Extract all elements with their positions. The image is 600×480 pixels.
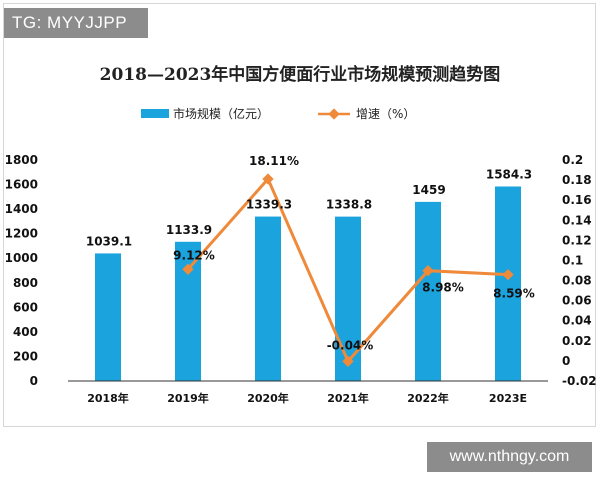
growth-value-label: 8.59%	[493, 287, 535, 301]
bar-value-label: 1459	[412, 183, 445, 197]
bar-value-label: 1039.1	[86, 234, 132, 248]
right-axis-tick-label: 0.12	[562, 233, 592, 247]
watermark-top-left: TG: MYYJJPP	[4, 8, 148, 38]
x-axis-tick-label: 2023E	[489, 392, 527, 405]
right-axis-tick-label: 0.2	[562, 153, 583, 167]
legend-bar-label: 市场规模（亿元）	[173, 106, 269, 121]
chart-canvas: 2018—2023年中国方便面行业市场规模预测趋势图 市场规模（亿元） 增速（%…	[5, 64, 597, 405]
left-axis-tick-label: 800	[13, 276, 38, 290]
left-axis-tick-label: 0	[30, 374, 38, 388]
growth-value-label: 9.12%	[173, 248, 215, 262]
bar	[175, 241, 201, 381]
growth-point	[502, 268, 514, 281]
bar	[95, 253, 121, 381]
right-axis-tick-label: 0.14	[562, 213, 592, 227]
bar-series	[95, 186, 521, 381]
bar-value-label: 1338.8	[326, 198, 372, 212]
left-axis-tick-label: 1800	[5, 153, 38, 167]
left-axis-tick-label: 1200	[5, 227, 38, 241]
right-axis-tick-label: 0.18	[562, 173, 592, 187]
right-axis-tick-label: 0.16	[562, 193, 592, 207]
growth-value-label: 8.98%	[422, 281, 464, 295]
legend-bar-swatch	[141, 109, 169, 118]
right-axis-tick-label: 0.02	[562, 334, 592, 348]
data-labels: 1039.1 1133.9 1339.3 1338.8 1459 1584.3 9.12% 1…	[86, 154, 535, 352]
left-axis-tick-label: 1600	[5, 178, 38, 192]
bar	[415, 201, 441, 381]
growth-point	[422, 265, 434, 277]
x-axis: 2018年 2019年 2020年 2021年 2022年 2023E	[68, 380, 548, 405]
right-axis: -0.02 0 0.02 0.04 0.06 0.08 0.1 0.12 0.14 0.16 0.1…	[562, 153, 597, 388]
right-axis-tick-label: 0.06	[562, 294, 592, 308]
growth-point	[182, 263, 194, 275]
left-axis-tick-label: 600	[13, 300, 38, 314]
x-axis-tick-label: 2021年	[327, 391, 369, 405]
x-axis-tick-label: 2022年	[407, 391, 449, 405]
growth-value-label: -0.04%	[327, 338, 374, 352]
growth-point	[342, 355, 354, 367]
legend: 市场规模（亿元） 增速（%）	[141, 106, 415, 121]
legend-line-marker	[328, 108, 340, 120]
left-axis-tick-label: 1400	[5, 202, 38, 216]
left-axis-tick-label: 400	[13, 325, 38, 339]
left-axis-tick-label: 1000	[5, 251, 38, 265]
x-axis-tick-label: 2019年	[167, 391, 209, 405]
growth-point	[262, 173, 274, 185]
x-axis-tick-label: 2020年	[247, 391, 289, 405]
x-axis-tick-label: 2018年	[87, 391, 129, 405]
bar	[495, 186, 521, 381]
bar-value-label: 1339.3	[246, 198, 292, 212]
left-axis-tick-label: 200	[13, 349, 38, 363]
right-axis-tick-label: 0	[562, 354, 570, 368]
right-axis-tick-label: 0.08	[562, 274, 592, 288]
growth-value-label: 18.11%	[249, 154, 299, 168]
right-axis-tick-label: -0.02	[562, 374, 597, 388]
watermark-bottom-right: www.nthngy.com	[427, 442, 592, 472]
right-axis-tick-label: 0.04	[562, 314, 592, 328]
legend-line-label: 增速（%）	[356, 107, 415, 121]
right-axis-tick-label: 0.1	[562, 253, 583, 267]
bar	[255, 216, 281, 381]
line-series	[182, 173, 514, 367]
bar-value-label: 1584.3	[486, 167, 532, 181]
left-axis: 0 200 400 600 800 1000 1200 1400 1600 1800	[5, 153, 38, 388]
bar-value-label: 1133.9	[166, 223, 212, 237]
chart-title: 2018—2023年中国方便面行业市场规模预测趋势图	[100, 64, 501, 85]
